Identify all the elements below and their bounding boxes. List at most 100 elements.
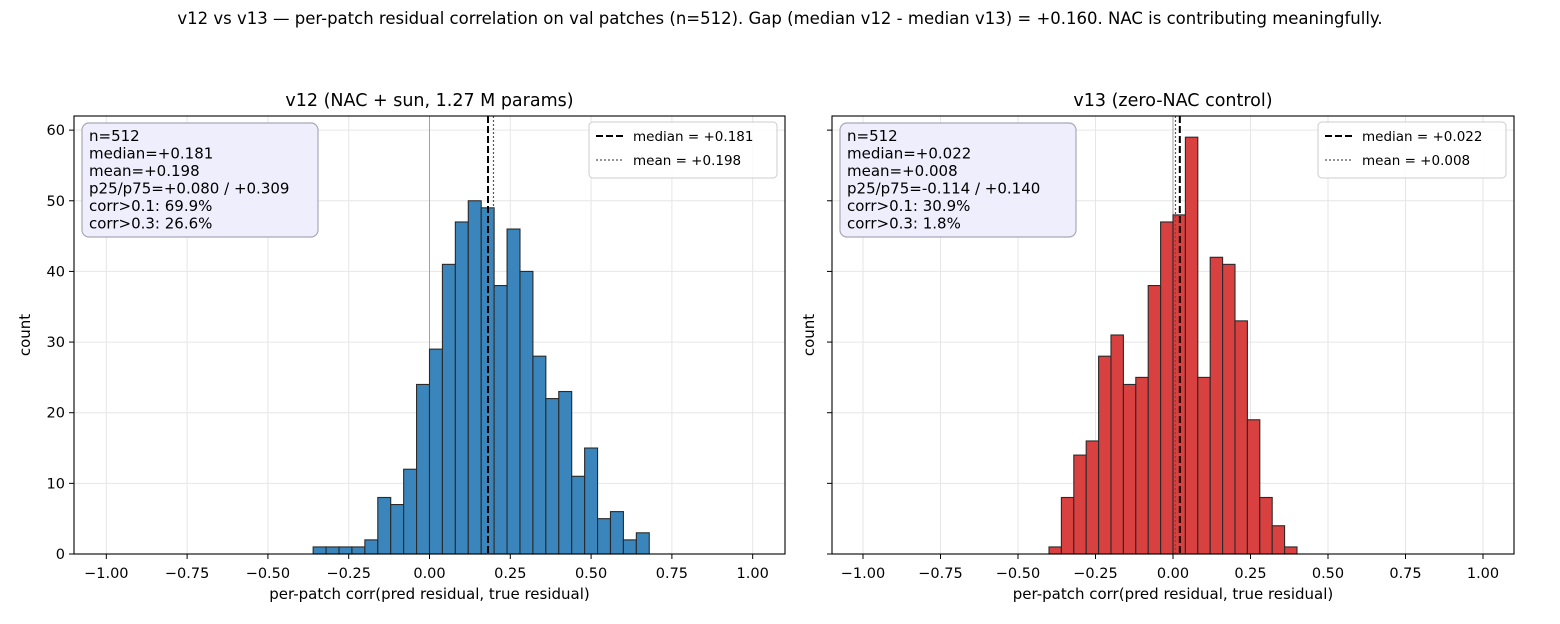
- x-tick-label: 0.00: [1157, 566, 1189, 582]
- legend-mean-label: mean = +0.198: [633, 153, 741, 169]
- histogram-bar: [493, 284, 508, 555]
- subplot-title: v12 (NAC + sun, 1.27 M params): [285, 91, 573, 111]
- x-tick-label: 0.25: [494, 566, 526, 582]
- histogram-bar: [338, 546, 353, 555]
- x-tick-label: 0.50: [1312, 566, 1344, 582]
- histogram-bar: [519, 270, 534, 555]
- stats-line: mean=+0.198: [89, 162, 200, 180]
- histogram-bar: [377, 496, 392, 555]
- stats-box-frame: [81, 122, 319, 238]
- stats-box: n=512median=+0.181mean=+0.198p25/p75=+0.…: [81, 122, 319, 238]
- legend-mean-label: mean = +0.008: [1362, 153, 1470, 169]
- histogram-bar: [1110, 334, 1124, 555]
- x-tick-label: 0.75: [656, 566, 688, 582]
- y-tick-label: 40: [47, 264, 65, 280]
- legend: median = +0.022 mean = +0.008: [1317, 121, 1507, 179]
- stats-line: median=+0.181: [89, 145, 213, 163]
- stats-line: corr>0.1: 30.9%: [847, 197, 970, 215]
- histogram-bar: [635, 532, 650, 555]
- figure-suptitle: v12 vs v13 — per-patch residual correlat…: [177, 9, 1383, 28]
- histogram-bar: [351, 546, 366, 555]
- subplot-2: −1.00 −0.75 −0.50 −0.25 0.00 0.25 0.50 0.75 1.00…: [800, 91, 1515, 603]
- histogram-bar: [416, 383, 431, 555]
- histogram-bar: [506, 228, 521, 555]
- x-axis-label: per-patch corr(pred residual, true resid…: [1013, 585, 1334, 603]
- histogram-bar: [1284, 546, 1298, 555]
- legend-median-label: median = +0.022: [1362, 129, 1482, 145]
- histogram-bar: [1246, 419, 1261, 555]
- stats-box-frame: [839, 122, 1077, 238]
- stats-line: corr>0.3: 26.6%: [89, 215, 212, 233]
- histogram-bar: [597, 518, 612, 555]
- histogram-bar: [441, 263, 456, 555]
- subplot-title: v13 (zero-NAC control): [1073, 91, 1272, 111]
- histogram-bar: [403, 468, 418, 555]
- x-tick-label: 1.00: [737, 566, 769, 582]
- histogram-bar: [1259, 496, 1273, 555]
- legend: median = +0.181 mean = +0.198: [588, 121, 778, 179]
- legend-frame: [1317, 121, 1507, 179]
- histogram-bar: [1135, 376, 1149, 555]
- histogram-bar: [622, 539, 637, 555]
- histogram-bar: [1234, 320, 1248, 555]
- stats-box: n=512median=+0.022mean=+0.008p25/p75=-0.…: [839, 122, 1077, 238]
- x-tick-label: −0.75: [918, 566, 962, 582]
- y-axis-label: count: [16, 314, 34, 356]
- histogram-bar: [1048, 546, 1062, 555]
- histogram-bar: [609, 511, 624, 555]
- stats-line: p25/p75=+0.080 / +0.309: [89, 180, 289, 198]
- histogram-bar: [1122, 383, 1137, 555]
- stats-line: p25/p75=-0.114 / +0.140: [847, 180, 1040, 198]
- histogram-bar: [558, 390, 573, 555]
- histogram-bar: [312, 546, 327, 555]
- histogram-bar: [428, 348, 443, 555]
- y-tick-label: 0: [56, 547, 65, 563]
- x-tick-label: 0.25: [1234, 566, 1266, 582]
- histogram-bar: [1209, 256, 1224, 555]
- histogram-bar: [1271, 525, 1286, 555]
- histogram-bar: [571, 475, 586, 555]
- x-tick-label: −0.25: [1073, 566, 1117, 582]
- y-tick-label: 20: [47, 406, 65, 422]
- histogram-bar: [1172, 214, 1186, 555]
- stats-line: corr>0.1: 69.9%: [89, 197, 212, 215]
- subplot-1: −1.00 −0.75 −0.50 −0.25 0.00 0.25 0.50 0.75 1.00…: [16, 91, 786, 603]
- stats-line: n=512: [89, 127, 140, 145]
- x-tick-label: −0.50: [996, 566, 1040, 582]
- histogram-bars: [312, 200, 650, 555]
- histogram-bar: [545, 398, 560, 555]
- histogram-bar: [364, 539, 379, 555]
- histogram-bar: [454, 221, 469, 555]
- histogram-bar: [1060, 496, 1075, 555]
- x-tick-label: −0.50: [246, 566, 290, 582]
- histogram-bar: [1147, 284, 1162, 555]
- histogram-bar: [325, 546, 340, 555]
- y-axis-label: count: [800, 314, 818, 356]
- histogram-bar: [584, 447, 599, 555]
- x-tick-label: 0.00: [413, 566, 445, 582]
- legend-median-label: median = +0.181: [633, 129, 753, 145]
- stats-line: median=+0.022: [847, 145, 971, 163]
- histogram-bar: [1098, 355, 1112, 555]
- x-tick-label: 0.75: [1389, 566, 1421, 582]
- y-tick-label: 10: [47, 476, 65, 492]
- histogram-bar: [1085, 440, 1100, 555]
- histogram-bar: [390, 503, 405, 555]
- x-tick-label: −0.25: [326, 566, 370, 582]
- x-tick-label: 1.00: [1467, 566, 1499, 582]
- stats-line: n=512: [847, 127, 898, 145]
- stats-line: mean=+0.008: [847, 162, 958, 180]
- histogram-bar: [467, 200, 482, 555]
- histogram-bar: [1197, 376, 1211, 555]
- legend-frame: [588, 121, 778, 179]
- y-tick-label: 50: [47, 194, 65, 210]
- histogram-bar: [532, 355, 547, 555]
- x-tick-label: −1.00: [841, 566, 885, 582]
- stats-line: corr>0.3: 1.8%: [847, 215, 961, 233]
- x-axis-label: per-patch corr(pred residual, true resid…: [269, 585, 590, 603]
- histogram-bar: [1160, 221, 1174, 555]
- y-tick-label: 30: [47, 335, 65, 351]
- histogram-bar: [1184, 136, 1199, 555]
- histogram-bar: [1073, 454, 1087, 555]
